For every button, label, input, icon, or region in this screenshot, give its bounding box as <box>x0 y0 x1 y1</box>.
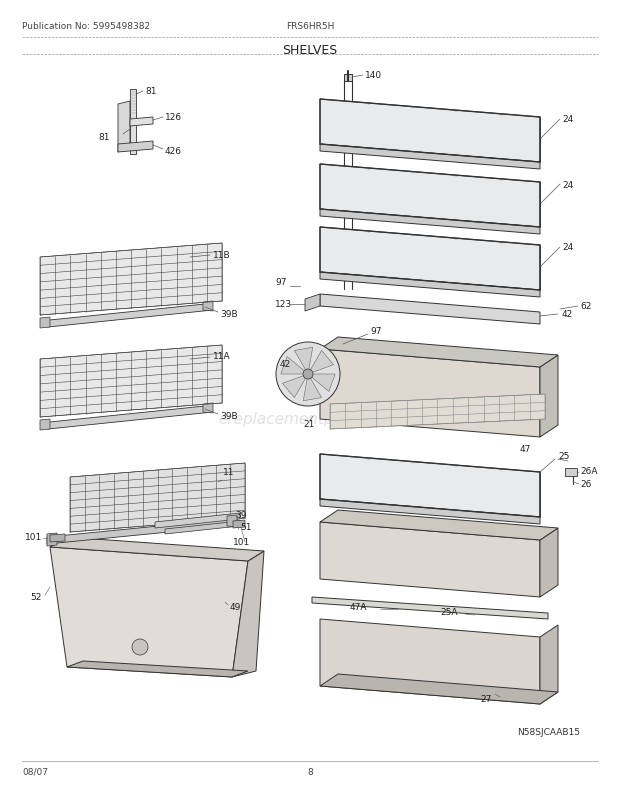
Polygon shape <box>40 346 222 418</box>
Polygon shape <box>312 597 548 619</box>
Polygon shape <box>344 75 352 82</box>
Polygon shape <box>320 619 540 704</box>
Polygon shape <box>130 90 136 155</box>
Polygon shape <box>303 379 322 401</box>
Polygon shape <box>540 626 558 704</box>
Text: 426: 426 <box>165 146 182 156</box>
Polygon shape <box>283 376 306 398</box>
Text: 24: 24 <box>562 243 574 252</box>
Text: 26A: 26A <box>580 467 598 476</box>
Text: 81: 81 <box>98 133 110 142</box>
Text: FRS6HR5H: FRS6HR5H <box>286 22 334 31</box>
Polygon shape <box>130 118 153 127</box>
Polygon shape <box>320 273 540 298</box>
Text: 8: 8 <box>307 767 313 776</box>
Polygon shape <box>118 142 153 153</box>
Text: 52: 52 <box>30 593 42 602</box>
Circle shape <box>303 370 313 379</box>
Text: 39B: 39B <box>220 310 237 319</box>
Polygon shape <box>227 516 237 528</box>
Text: ereplacementparts.com: ereplacementparts.com <box>219 412 401 427</box>
Polygon shape <box>67 661 248 677</box>
Polygon shape <box>40 419 50 431</box>
Polygon shape <box>320 210 540 235</box>
Text: 11B: 11B <box>213 250 231 259</box>
Text: 81: 81 <box>145 87 156 96</box>
Polygon shape <box>50 547 248 677</box>
Polygon shape <box>540 355 558 437</box>
Text: N58SJCAAB15: N58SJCAAB15 <box>517 727 580 736</box>
Polygon shape <box>50 537 264 561</box>
Polygon shape <box>305 294 320 312</box>
Text: 11A: 11A <box>213 352 231 361</box>
Text: 39: 39 <box>235 511 247 520</box>
Text: 140: 140 <box>365 71 382 79</box>
Polygon shape <box>233 520 245 529</box>
Polygon shape <box>540 529 558 597</box>
Text: 24: 24 <box>562 115 574 124</box>
Text: 62: 62 <box>580 302 591 311</box>
Text: 21: 21 <box>303 420 314 429</box>
Polygon shape <box>232 551 264 677</box>
Text: 97: 97 <box>275 278 286 287</box>
Polygon shape <box>70 464 245 533</box>
Text: 25A: 25A <box>440 608 458 617</box>
Text: 25: 25 <box>558 452 569 461</box>
Text: 24: 24 <box>562 180 574 189</box>
Polygon shape <box>320 100 540 163</box>
Polygon shape <box>311 351 334 373</box>
Text: SHELVES: SHELVES <box>282 44 338 57</box>
Polygon shape <box>155 513 240 529</box>
Text: 47: 47 <box>520 445 531 454</box>
Text: 51: 51 <box>240 523 252 532</box>
Text: 101: 101 <box>25 533 42 542</box>
Text: 47A: 47A <box>350 603 368 612</box>
Text: 11: 11 <box>223 468 234 477</box>
Polygon shape <box>320 228 540 290</box>
Text: 42: 42 <box>562 310 574 319</box>
Circle shape <box>132 639 148 655</box>
Polygon shape <box>330 395 545 429</box>
Text: 27: 27 <box>480 695 492 703</box>
Polygon shape <box>320 350 540 437</box>
Polygon shape <box>308 367 320 379</box>
Circle shape <box>276 342 340 407</box>
Polygon shape <box>40 407 213 429</box>
Text: 97: 97 <box>370 327 381 336</box>
Polygon shape <box>320 145 540 170</box>
Text: 123: 123 <box>275 300 292 309</box>
Text: 42: 42 <box>280 360 291 369</box>
Text: 49: 49 <box>230 603 241 612</box>
Polygon shape <box>50 534 65 542</box>
Text: 126: 126 <box>165 112 182 121</box>
Text: 26: 26 <box>580 480 591 489</box>
Text: 39B: 39B <box>220 412 237 421</box>
Polygon shape <box>203 302 213 312</box>
Polygon shape <box>294 348 312 371</box>
Polygon shape <box>118 102 130 153</box>
Polygon shape <box>320 294 540 325</box>
Text: 101: 101 <box>233 538 250 547</box>
Polygon shape <box>320 500 540 525</box>
Polygon shape <box>47 533 57 546</box>
Text: Publication No: 5995498382: Publication No: 5995498382 <box>22 22 150 31</box>
Polygon shape <box>320 455 540 517</box>
Polygon shape <box>320 674 558 704</box>
Polygon shape <box>203 403 213 414</box>
Polygon shape <box>165 521 240 534</box>
Polygon shape <box>320 510 558 541</box>
Polygon shape <box>320 164 540 228</box>
Polygon shape <box>312 375 335 392</box>
Polygon shape <box>320 338 558 367</box>
Polygon shape <box>40 244 222 316</box>
Polygon shape <box>565 468 577 476</box>
Polygon shape <box>320 522 540 597</box>
Polygon shape <box>281 357 304 375</box>
Polygon shape <box>40 305 213 327</box>
Text: 08/07: 08/07 <box>22 767 48 776</box>
Polygon shape <box>47 520 230 545</box>
Polygon shape <box>40 318 50 329</box>
